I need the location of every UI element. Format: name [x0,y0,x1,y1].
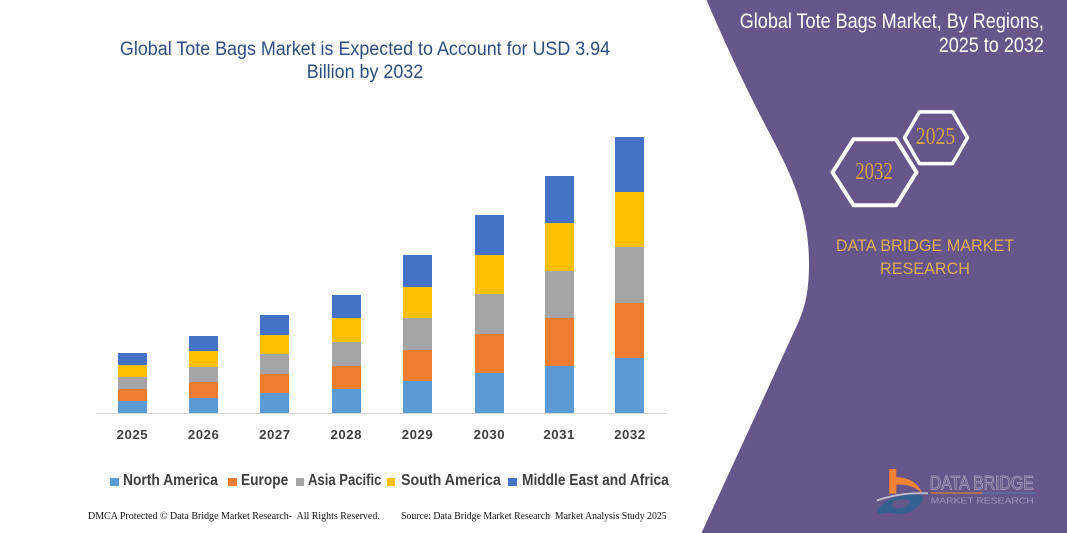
svg-text:2032: 2032 [855,159,893,185]
svg-text:DATA BRIDGE: DATA BRIDGE [930,473,1034,494]
svg-text:MARKET RESEARCH: MARKET RESEARCH [931,496,1034,506]
svg-text:2025: 2025 [916,124,956,150]
